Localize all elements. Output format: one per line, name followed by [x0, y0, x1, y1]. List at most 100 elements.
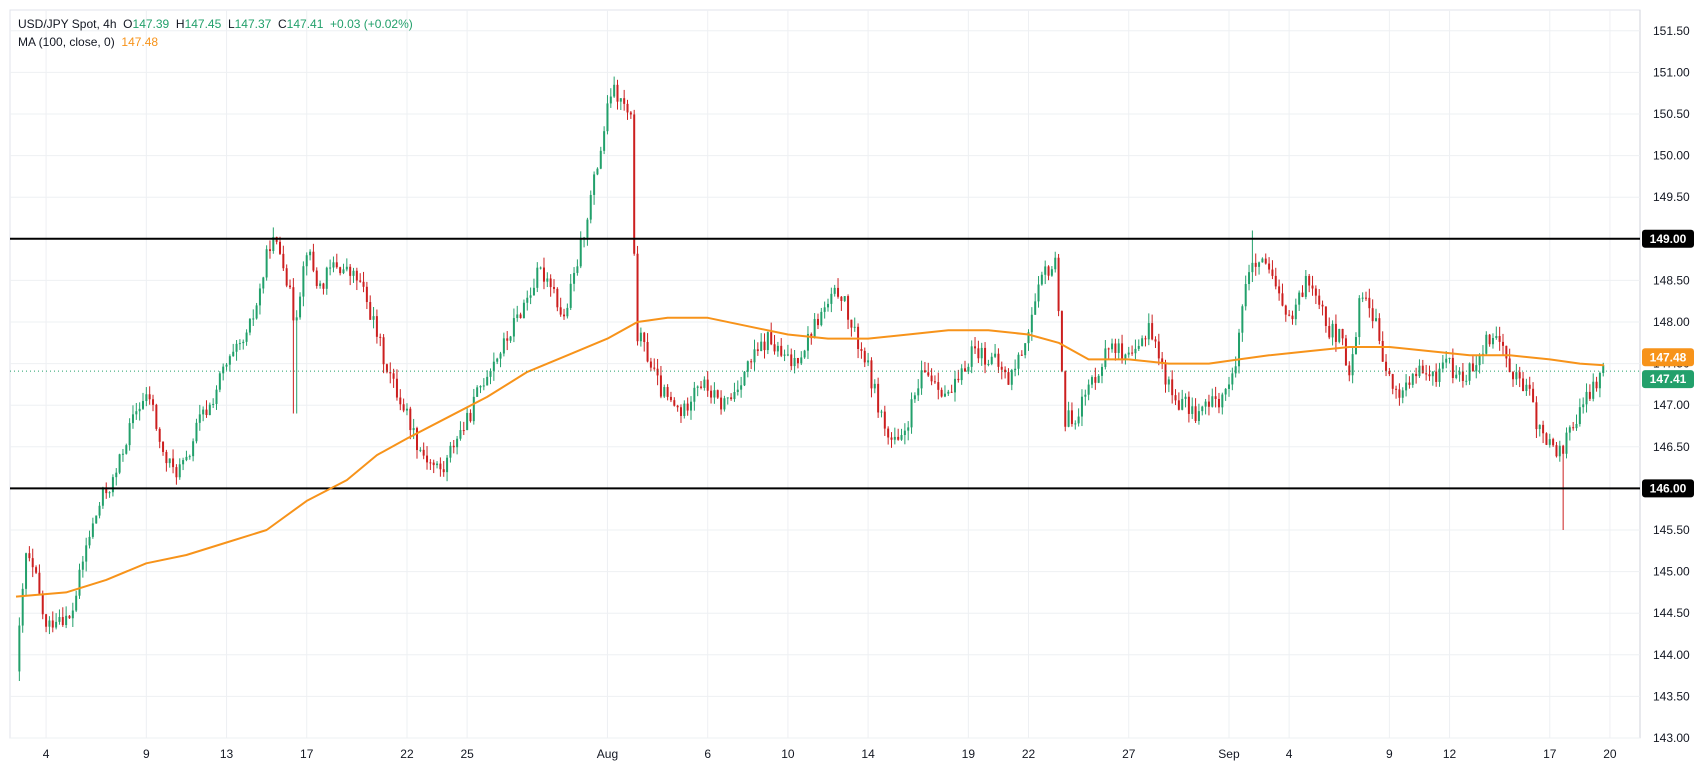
- candle-body: [703, 379, 706, 388]
- candle-body: [382, 337, 385, 365]
- candle-body: [1522, 378, 1525, 392]
- candle-body: [883, 411, 886, 429]
- candle-body: [770, 332, 773, 345]
- candle-body: [452, 445, 455, 448]
- candle-body: [1194, 406, 1197, 421]
- candle-body: [178, 464, 181, 478]
- candle-body: [208, 404, 211, 416]
- candle-body: [1294, 304, 1297, 320]
- candle-body: [990, 356, 993, 364]
- candle-body: [469, 412, 472, 422]
- candle-body: [128, 423, 131, 446]
- candle-body: [108, 492, 111, 494]
- candle-body: [1495, 335, 1498, 339]
- candle-body: [499, 353, 502, 359]
- candle-body: [579, 238, 582, 267]
- candle-body: [1167, 379, 1170, 385]
- candle-body: [1455, 374, 1458, 378]
- candle-body: [1318, 295, 1321, 305]
- candle-body: [790, 354, 793, 367]
- candle-body: [950, 391, 953, 393]
- candle-body: [486, 376, 489, 386]
- candle-body: [55, 621, 58, 628]
- candle-body: [1127, 352, 1130, 355]
- candle-body: [943, 393, 946, 397]
- candle-body: [148, 394, 151, 400]
- candle-body: [185, 456, 188, 461]
- candle-body: [1124, 354, 1127, 360]
- candle-body: [863, 350, 866, 363]
- candle-body: [880, 411, 883, 413]
- candle-body: [322, 283, 325, 289]
- candle-body: [1177, 400, 1180, 410]
- legend-c-label: C: [278, 17, 287, 31]
- candle-body: [412, 428, 415, 431]
- last-price-tag: [1642, 370, 1694, 389]
- candle-body: [502, 338, 505, 354]
- candle-body: [820, 311, 823, 326]
- legend-l-label: L: [227, 17, 235, 31]
- candle-body: [920, 370, 923, 389]
- candle-body: [1238, 332, 1241, 367]
- x-tick-label: 22: [400, 747, 414, 761]
- candle-body: [476, 387, 479, 397]
- candle-body: [65, 615, 68, 626]
- x-tick-label: 13: [220, 747, 234, 761]
- candle-body: [1007, 372, 1010, 385]
- x-tick-label: 27: [1122, 747, 1136, 761]
- candle-body: [309, 251, 312, 256]
- candle-body: [342, 269, 345, 274]
- candle-body: [1391, 374, 1394, 389]
- candle-body: [1147, 323, 1150, 340]
- candle-body: [840, 296, 843, 301]
- x-tick-label: 12: [1443, 747, 1457, 761]
- candle-body: [479, 385, 482, 388]
- candle-body: [1401, 390, 1404, 398]
- candle-body: [1121, 343, 1124, 360]
- ma-line[interactable]: [15, 316, 1604, 598]
- candle-body: [131, 414, 134, 424]
- candle-body: [910, 399, 913, 428]
- candle-body: [623, 98, 626, 104]
- candle-body: [282, 253, 285, 269]
- y-tick-label: 145.50: [1653, 523, 1690, 537]
- candle-body: [1468, 363, 1471, 381]
- candle-body: [1017, 354, 1020, 369]
- candle-body: [202, 409, 205, 415]
- plot-area[interactable]: [9, 9, 1641, 739]
- candle-body: [853, 326, 856, 328]
- candle-body: [1338, 328, 1341, 342]
- candle-body: [228, 356, 231, 365]
- candle-body: [1141, 338, 1144, 346]
- candle-body: [606, 103, 609, 132]
- chart-legend: USD/JPY Spot, 4h O147.39 H147.45 L147.37…: [18, 15, 413, 51]
- candle-body: [509, 336, 512, 341]
- candle-body: [222, 366, 225, 374]
- candle-body: [1371, 308, 1374, 322]
- candle-body: [121, 453, 124, 455]
- candle-body: [355, 270, 358, 281]
- candle-body: [1271, 269, 1274, 276]
- x-tick-label: 19: [962, 747, 976, 761]
- candle-body: [1471, 363, 1474, 372]
- candle-body: [1375, 318, 1378, 322]
- candle-body: [977, 348, 980, 359]
- candle-body: [907, 427, 910, 431]
- candle-body: [61, 617, 64, 626]
- candle-body: [960, 368, 963, 381]
- candle-body: [1201, 406, 1204, 412]
- candle-body: [1334, 323, 1337, 342]
- candle-body: [1094, 377, 1097, 383]
- candle-body: [439, 463, 442, 470]
- candle-body: [432, 462, 435, 466]
- candle-body: [88, 536, 91, 546]
- candle-body: [506, 338, 509, 341]
- x-tick-label: 22: [1022, 747, 1036, 761]
- candle-body: [686, 403, 689, 411]
- candle-body: [1308, 275, 1311, 286]
- candle-body: [743, 371, 746, 386]
- candle-body: [245, 332, 248, 342]
- candle-body: [1301, 292, 1304, 297]
- candle-body: [626, 103, 629, 113]
